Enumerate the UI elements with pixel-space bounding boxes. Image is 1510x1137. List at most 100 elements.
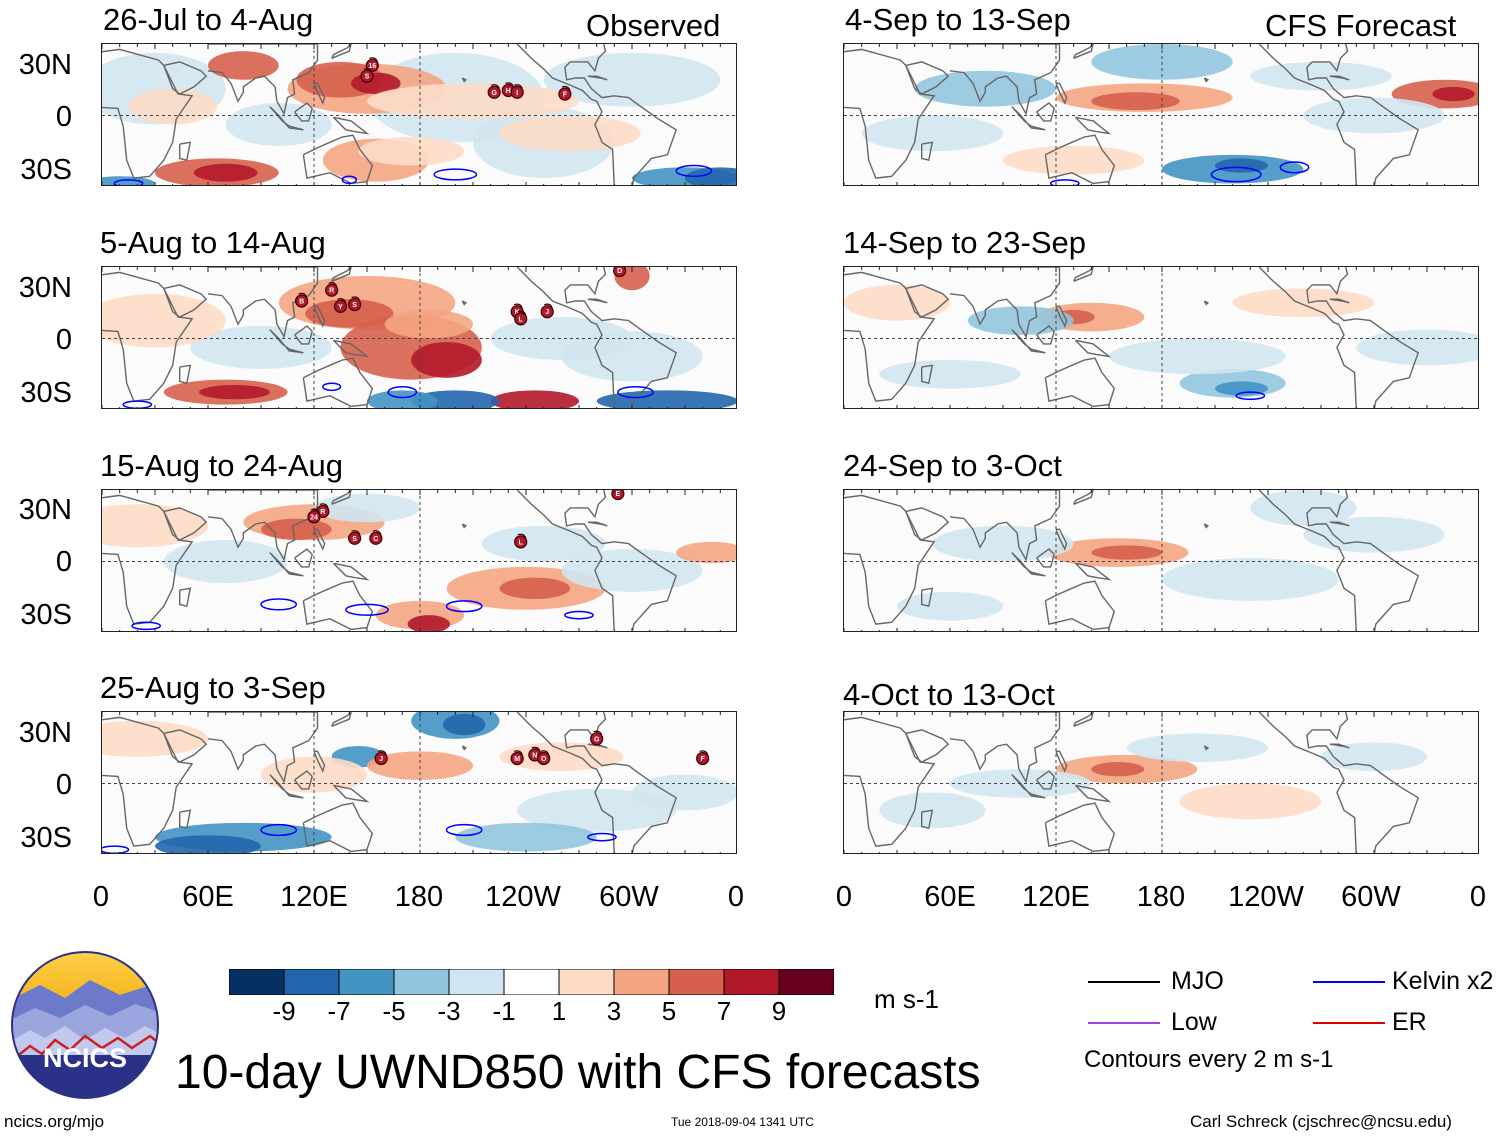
storm-marker: C xyxy=(369,530,383,545)
storm-label: G xyxy=(491,90,497,97)
kelvin-contour xyxy=(564,610,594,620)
lat-label-30s: 30S xyxy=(20,822,72,854)
colorbar-swatch xyxy=(338,969,395,995)
colorbar-swatch xyxy=(613,969,670,995)
logo-text: NCICS xyxy=(43,1043,127,1073)
wind-anomaly-shading xyxy=(844,284,1478,398)
legend-line-er xyxy=(1313,1022,1385,1024)
storm-label: I xyxy=(516,90,518,97)
kelvin-contour xyxy=(260,823,298,837)
storm-label: F xyxy=(701,756,706,763)
lat-label-30n: 30N xyxy=(18,717,72,749)
legend-label-mjo: MJO xyxy=(1171,967,1224,995)
colorbar-tick-label: -1 xyxy=(492,996,516,1026)
storm-label: Y xyxy=(338,304,343,311)
storm-label: L xyxy=(519,316,524,323)
storm-label: S xyxy=(352,302,357,309)
colorbar-swatch xyxy=(503,969,560,995)
legend-label-er: ER xyxy=(1392,1008,1427,1036)
storm-marker: L xyxy=(514,310,528,326)
colorbar-tick-label: 3 xyxy=(606,996,622,1026)
storm-marker: F xyxy=(558,85,572,101)
coastlines xyxy=(844,267,1420,408)
kelvin-contour xyxy=(322,382,342,392)
panel-tag-observed: Observed xyxy=(586,8,721,43)
lon-label-120w: 120W xyxy=(485,881,561,913)
storm-label: R xyxy=(329,288,334,295)
kelvin-contour xyxy=(387,386,418,399)
footer-link[interactable]: ncics.org/mjo xyxy=(4,1112,105,1131)
colorbar-tick-label: -3 xyxy=(437,996,461,1026)
coastlines xyxy=(844,490,1420,631)
colorbar-swatch xyxy=(723,969,780,995)
storm-label: S xyxy=(352,536,357,543)
wind-anomaly-shading xyxy=(102,493,736,631)
lon-label-120e: 120E xyxy=(280,881,348,913)
panel-title-2: 5-Aug to 14-Aug xyxy=(100,225,326,260)
storm-marker: F xyxy=(696,750,710,766)
colorbar-tick-label: 5 xyxy=(661,996,677,1026)
map-panel-8 xyxy=(843,711,1479,854)
footer-timestamp: Tue 2018-09-04 1341 UTC xyxy=(671,1115,814,1129)
map-canvas: J M NO G F xyxy=(102,712,736,853)
kelvin-contour xyxy=(122,400,153,408)
lat-label-30n: 30N xyxy=(18,272,72,304)
colorbar-swatch xyxy=(668,969,725,995)
wind-anomaly-shading xyxy=(897,490,1445,621)
legend-line-low xyxy=(1088,1022,1160,1024)
colorbar-units: m s-1 xyxy=(874,984,939,1014)
kelvin-contour xyxy=(1235,391,1266,401)
kelvin-contour xyxy=(1049,179,1080,185)
lat-label-0: 0 xyxy=(55,101,72,133)
panel-title-5: 4-Sep to 13-Sep xyxy=(845,2,1071,37)
panel-title-8: 4-Oct to 13-Oct xyxy=(843,677,1055,712)
lon-label-60w: 60W xyxy=(1341,881,1401,913)
lon-label-0-end: 0 xyxy=(1469,881,1487,913)
map-panel-6 xyxy=(843,266,1479,409)
lon-label-180: 180 xyxy=(1136,881,1186,913)
storm-label: 24 xyxy=(310,514,318,521)
coastlines xyxy=(102,44,678,185)
panel-tag-cfs-forecast: CFS Forecast xyxy=(1265,8,1457,43)
colorbar-swatch xyxy=(558,969,615,995)
map-panel-5 xyxy=(843,43,1479,186)
kelvin-contour xyxy=(617,386,654,399)
map-canvas xyxy=(844,44,1478,185)
storm-marker: L xyxy=(514,533,528,549)
storm-label: E xyxy=(616,491,621,498)
kelvin-contour xyxy=(675,164,713,178)
wind-anomaly-shading xyxy=(102,51,736,185)
wind-anomaly-shading xyxy=(102,267,736,408)
colorbar-swatch xyxy=(229,969,285,995)
storm-label: D xyxy=(617,268,622,275)
map-panel-1: 16 S G H I F xyxy=(101,43,737,186)
lon-label-60e: 60E xyxy=(924,881,976,913)
panel-title-1: 26-Jul to 4-Aug xyxy=(103,2,314,37)
ncics-logo: NCICS xyxy=(11,951,159,1099)
colorbar-tick-label: -5 xyxy=(382,996,406,1026)
storm-label: L xyxy=(519,539,524,546)
storm-marker: S xyxy=(348,296,362,312)
colorbar-swatch xyxy=(778,969,834,995)
storm-marker: J xyxy=(540,303,554,319)
colorbar-tick-label: -7 xyxy=(327,996,351,1026)
legend-label-low: Low xyxy=(1171,1008,1217,1036)
kelvin-contour xyxy=(341,175,358,185)
colorbar-swatch xyxy=(393,969,450,995)
lon-label-0: 0 xyxy=(835,881,853,913)
lat-label-0: 0 xyxy=(55,769,72,801)
storm-label: R xyxy=(320,509,325,516)
storm-label: F xyxy=(563,92,568,99)
storm-marker: 24 xyxy=(307,508,321,524)
coastlines xyxy=(102,712,678,853)
kelvin-contour xyxy=(102,845,130,853)
storm-label: S xyxy=(365,74,370,81)
map-canvas: D R B Y S KL J xyxy=(102,267,736,408)
map-canvas: 16 S G H I F xyxy=(102,44,736,185)
storm-label: J xyxy=(545,309,549,316)
kelvin-contour xyxy=(445,600,483,613)
storm-label: H xyxy=(506,88,511,95)
map-canvas xyxy=(844,712,1478,853)
map-canvas xyxy=(844,267,1478,408)
